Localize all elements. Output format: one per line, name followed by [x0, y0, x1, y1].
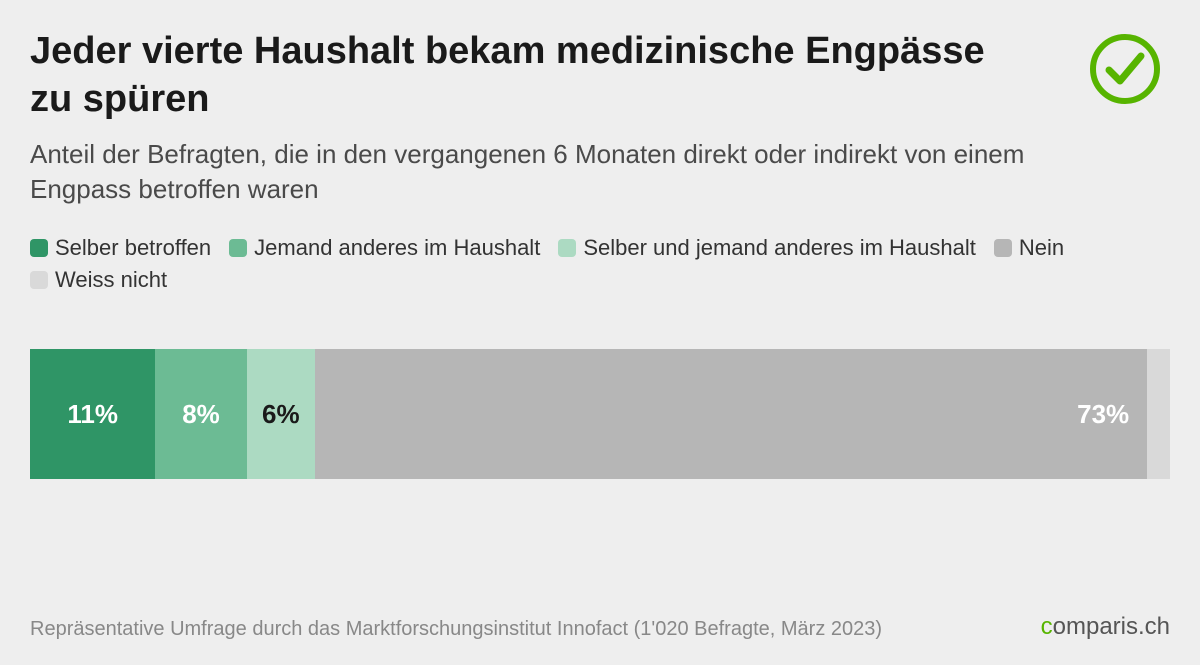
source-text: Repräsentative Umfrage durch das Marktfo…	[30, 618, 882, 641]
chart-subtitle: Anteil der Befragten, die in den vergang…	[30, 137, 1090, 207]
legend-swatch	[229, 239, 247, 257]
legend-item: Selber und jemand anderes im Haushalt	[558, 235, 976, 261]
legend-label: Selber und jemand anderes im Haushalt	[583, 235, 976, 261]
stacked-bar-chart: 11%8%6%73%	[30, 349, 1170, 479]
brand-logo: comparis.ch	[1041, 613, 1170, 641]
legend-swatch	[558, 239, 576, 257]
bar-segment: 6%	[247, 349, 315, 479]
legend-label: Jemand anderes im Haushalt	[254, 235, 540, 261]
check-circle-icon	[1088, 32, 1162, 111]
bar-segment: 8%	[155, 349, 246, 479]
bar-segment	[1147, 349, 1170, 479]
legend-label: Weiss nicht	[55, 267, 167, 293]
legend-swatch	[30, 271, 48, 289]
legend: Selber betroffen Jemand anderes im Hausha…	[30, 235, 1170, 293]
chart-title: Jeder vierte Haushalt bekam medizinische…	[30, 28, 1030, 123]
legend-swatch	[994, 239, 1012, 257]
legend-item: Selber betroffen	[30, 235, 211, 261]
legend-label: Selber betroffen	[55, 235, 211, 261]
bar-segment: 11%	[30, 349, 155, 479]
legend-swatch	[30, 239, 48, 257]
legend-item: Nein	[994, 235, 1064, 261]
legend-item: Jemand anderes im Haushalt	[229, 235, 540, 261]
bar-segment: 73%	[315, 349, 1147, 479]
legend-item: Weiss nicht	[30, 267, 167, 293]
legend-label: Nein	[1019, 235, 1064, 261]
